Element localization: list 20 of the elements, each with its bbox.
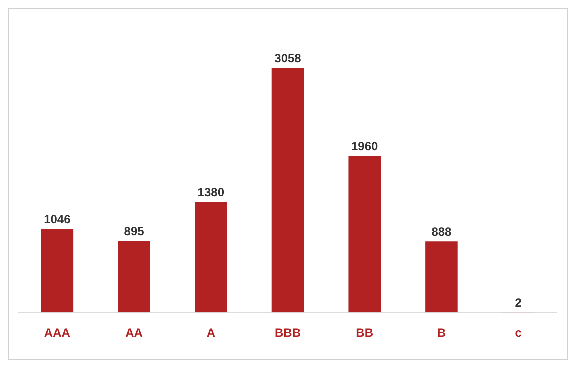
data-label: 895 bbox=[124, 224, 145, 238]
data-label: 3058 bbox=[274, 52, 302, 66]
x-tick-label: A bbox=[206, 326, 216, 340]
data-label: 1380 bbox=[198, 186, 225, 200]
bar bbox=[272, 68, 304, 313]
data-label: 1046 bbox=[44, 212, 72, 226]
data-label: 2 bbox=[515, 296, 522, 310]
x-tick-label: BB bbox=[356, 326, 374, 340]
data-label: 888 bbox=[432, 224, 452, 239]
bar bbox=[426, 242, 458, 313]
bar bbox=[195, 202, 228, 313]
x-tick-label: AA bbox=[126, 326, 144, 340]
data-label: 1960 bbox=[352, 139, 379, 154]
x-tick-label: BBB bbox=[275, 326, 302, 340]
bar bbox=[41, 229, 74, 313]
bar bbox=[348, 156, 381, 313]
x-tick-label: B bbox=[437, 326, 446, 340]
x-tick-label: AAA bbox=[44, 326, 71, 340]
bar bbox=[118, 241, 150, 313]
x-tick-label: c bbox=[515, 326, 522, 340]
